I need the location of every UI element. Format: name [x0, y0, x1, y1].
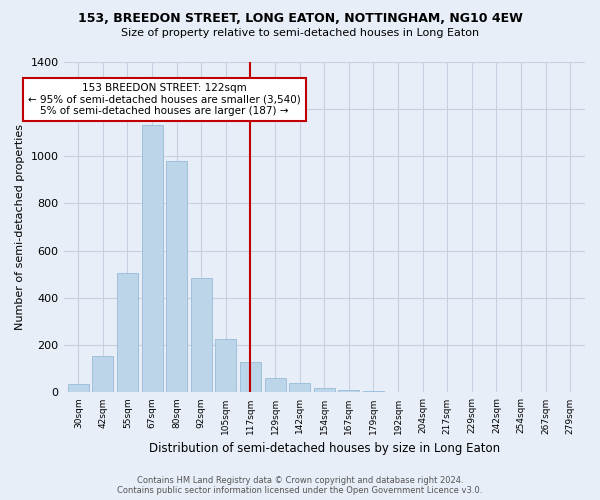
Bar: [92, 356, 113, 393]
Bar: [289, 384, 310, 392]
Text: Contains HM Land Registry data © Crown copyright and database right 2024.
Contai: Contains HM Land Registry data © Crown c…: [118, 476, 482, 495]
Bar: [142, 126, 163, 392]
Bar: [314, 388, 335, 392]
Bar: [265, 378, 286, 392]
Y-axis label: Number of semi-detached properties: Number of semi-detached properties: [15, 124, 25, 330]
Bar: [363, 390, 384, 392]
Bar: [166, 161, 187, 392]
Bar: [215, 338, 236, 392]
Bar: [68, 384, 89, 392]
Text: Size of property relative to semi-detached houses in Long Eaton: Size of property relative to semi-detach…: [121, 28, 479, 38]
X-axis label: Distribution of semi-detached houses by size in Long Eaton: Distribution of semi-detached houses by …: [149, 442, 500, 455]
Bar: [191, 278, 212, 392]
Bar: [117, 273, 138, 392]
Text: 153, BREEDON STREET, LONG EATON, NOTTINGHAM, NG10 4EW: 153, BREEDON STREET, LONG EATON, NOTTING…: [77, 12, 523, 26]
Text: 153 BREEDON STREET: 122sqm
← 95% of semi-detached houses are smaller (3,540)
5% : 153 BREEDON STREET: 122sqm ← 95% of semi…: [28, 83, 301, 116]
Bar: [338, 390, 359, 392]
Bar: [240, 362, 261, 392]
